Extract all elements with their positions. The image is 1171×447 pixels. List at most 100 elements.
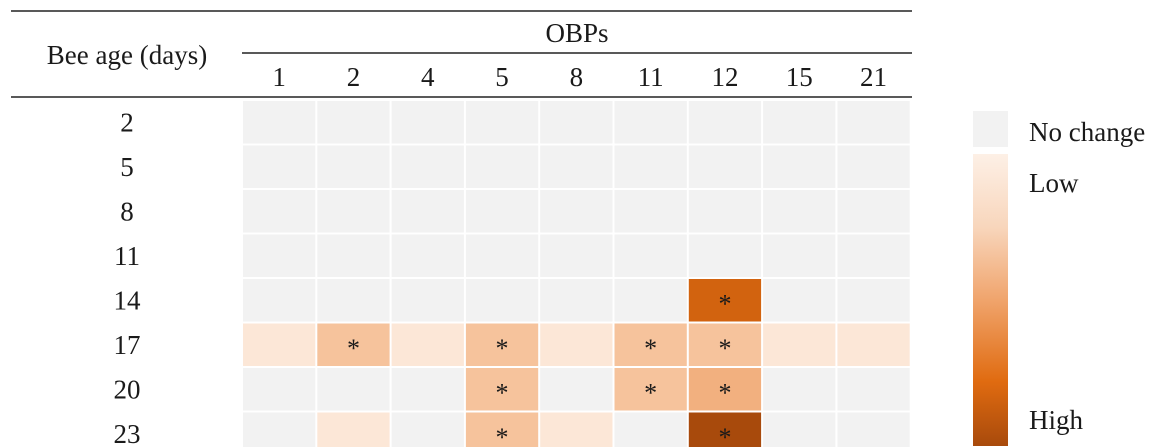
heatmap-cell (391, 412, 464, 447)
heatmap-cell (837, 101, 910, 144)
heatmap-cell (763, 234, 836, 277)
row-label: 14 (114, 285, 142, 315)
heatmap-cell (540, 279, 613, 322)
heatmap-cell (688, 412, 762, 447)
heatmap-cell (317, 145, 390, 188)
heatmap-cell (763, 368, 836, 411)
heatmap-cell (837, 412, 910, 447)
heatmap-cell (243, 145, 316, 188)
row-label: 5 (120, 152, 134, 182)
heatmap-cell (540, 323, 613, 366)
heatmap-cell (614, 279, 687, 322)
heatmap-cell (614, 190, 687, 233)
heatmap-cell (465, 190, 539, 233)
significance-marker: * (718, 423, 731, 447)
heatmap-cell (465, 412, 539, 447)
heatmap-cell (391, 323, 464, 366)
heatmap-cell (391, 368, 464, 411)
heatmap-cell (837, 145, 910, 188)
heatmap-cell (465, 101, 539, 144)
heatmap-cell (763, 145, 836, 188)
row-label: 20 (114, 374, 141, 404)
heatmap-cell (391, 190, 464, 233)
heatmap-cell (763, 412, 836, 447)
heatmap-cell (243, 368, 316, 411)
row-label: 11 (114, 241, 140, 271)
heatmap-cell (243, 234, 316, 277)
row-label: 17 (114, 330, 141, 360)
heatmap-cell (540, 101, 613, 144)
column-label: 11 (638, 62, 664, 92)
legend-no-change-label: No change (1029, 117, 1145, 147)
heatmap-cell (614, 368, 687, 411)
heatmap-cell (317, 323, 390, 366)
heatmap-cell (465, 279, 539, 322)
legend-high-label: High (1029, 405, 1084, 435)
column-labels: 1 2 4 5 8 11 12 15 21 (272, 62, 887, 92)
significance-marker: * (718, 289, 731, 318)
heatmap-cell (317, 190, 390, 233)
heatmap-cell (317, 412, 390, 447)
heatmap-cell (465, 323, 539, 366)
heatmap-cell (688, 234, 762, 277)
column-group-label: OBPs (545, 18, 608, 48)
significance-marker: * (644, 334, 657, 363)
heatmap-cell (763, 101, 836, 144)
significance-marker: * (496, 334, 509, 363)
column-label: 5 (495, 62, 509, 92)
column-label: 4 (421, 62, 435, 92)
column-label: 15 (786, 62, 813, 92)
legend: No change Low High (973, 111, 1145, 446)
heatmap-cell (540, 190, 613, 233)
significance-marker: * (718, 334, 731, 363)
heatmap-cell (688, 101, 762, 144)
heatmap-cell (540, 368, 613, 411)
row-label: 2 (120, 107, 134, 137)
row-label: 8 (120, 196, 134, 226)
heatmap-cell (317, 101, 390, 144)
heatmap-cell (243, 279, 316, 322)
heatmap-cell (391, 279, 464, 322)
heatmap-cell (465, 145, 539, 188)
heatmap-cell (317, 368, 390, 411)
heatmap-cell (763, 279, 836, 322)
heatmap-cell (614, 101, 687, 144)
column-label: 12 (711, 62, 738, 92)
row-labels: 2 5 8 11 14 17 20 23 (114, 107, 142, 447)
heatmap-cell (688, 368, 762, 411)
heatmap-cell (317, 234, 390, 277)
heatmap-cell (763, 323, 836, 366)
significance-marker: * (496, 423, 509, 447)
legend-low-label: Low (1029, 168, 1079, 198)
row-label: 23 (114, 419, 141, 447)
significance-marker: * (347, 334, 360, 363)
heatmap-cell (317, 279, 390, 322)
column-label: 2 (347, 62, 361, 92)
heatmap-cell (243, 412, 316, 447)
heatmap-cell (391, 145, 464, 188)
heatmap-cell (391, 234, 464, 277)
heatmap-cell (763, 190, 836, 233)
heatmap-cell (540, 412, 613, 447)
heatmap-cell (688, 145, 762, 188)
heatmap-cell (688, 323, 762, 366)
heatmap-cell (243, 101, 316, 144)
legend-no-change-swatch (973, 111, 1008, 147)
row-header: Bee age (days) (47, 40, 207, 70)
heatmap-cell (614, 412, 687, 447)
significance-marker: * (644, 378, 657, 407)
significance-marker: * (718, 378, 731, 407)
column-label: 8 (570, 62, 584, 92)
heatmap-cell (614, 145, 687, 188)
legend-gradient-bar (973, 154, 1008, 446)
heatmap-cell (540, 234, 613, 277)
column-label: 21 (860, 62, 887, 92)
heatmap-cell (837, 234, 910, 277)
heatmap-cell (837, 323, 910, 366)
significance-marker: * (496, 378, 509, 407)
heatmap-cell (688, 279, 762, 322)
heatmap-cell (391, 101, 464, 144)
heatmap-cell (688, 190, 762, 233)
heatmap-cell (465, 234, 539, 277)
